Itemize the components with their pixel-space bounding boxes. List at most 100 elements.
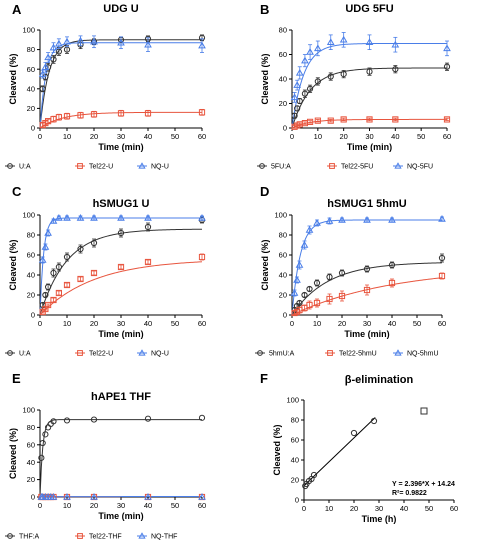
x-tick-label: 0 <box>290 319 294 328</box>
legend-label: U:A <box>19 351 31 358</box>
x-tick-label: 60 <box>443 132 451 141</box>
x-tick-label: 60 <box>450 504 458 513</box>
data-point <box>294 105 301 112</box>
x-axis-title: Time (min) <box>344 329 389 339</box>
y-axis-title: Cleaved (%) <box>260 239 270 290</box>
data-point <box>313 279 321 287</box>
data-point <box>39 85 46 92</box>
data-point <box>63 281 71 289</box>
legend-label: U:A <box>19 164 31 171</box>
legend-label: Tel22-THF <box>89 534 122 541</box>
data-point <box>77 112 84 119</box>
x-axis-title: Time (h) <box>362 514 397 524</box>
data-point <box>55 289 62 297</box>
legend-marker <box>138 162 146 169</box>
legend: U:A Tel22-U NQ-U <box>5 162 169 171</box>
y-tick-label: 0 <box>283 311 287 320</box>
data-point <box>117 38 125 46</box>
data-point <box>144 223 152 231</box>
data-point <box>314 117 321 124</box>
panel-title: hSMUG1 5hmU <box>327 198 407 210</box>
data-point <box>198 253 206 261</box>
data-point <box>50 418 57 425</box>
data-point <box>388 261 396 269</box>
data-point <box>63 417 71 424</box>
x-tick-label: 10 <box>313 319 321 328</box>
x-tick-label: 0 <box>38 501 42 510</box>
x-tick-label: 30 <box>363 319 371 328</box>
legend-marker <box>394 162 402 169</box>
panel-a: A UDG U 0 20 40 60 80 100 0 10 20 30 40 50 60 Time (min… <box>5 2 206 171</box>
data-point <box>55 39 63 47</box>
data-point <box>42 291 49 299</box>
x-tick-label: 20 <box>339 132 347 141</box>
y-axis-title: Cleaved (%) <box>8 53 18 104</box>
x-tick-label: 20 <box>90 501 98 510</box>
legend: THF:A Tel22-THF NQ-THF <box>5 532 177 541</box>
legend-label: Tel22-5FU <box>341 164 373 171</box>
data-point <box>144 415 152 422</box>
panel-title: UDG U <box>103 3 139 15</box>
y-tick-label: 40 <box>27 84 35 93</box>
data-point <box>55 114 62 121</box>
data-point <box>50 269 57 277</box>
x-tick-label: 50 <box>171 319 179 328</box>
data-point <box>90 493 98 500</box>
y-tick-label: 60 <box>279 50 287 59</box>
data-point <box>301 291 308 299</box>
x-tick-label: 60 <box>438 319 446 328</box>
data-point <box>293 81 302 88</box>
y-tick-label: 100 <box>22 26 35 35</box>
x-tick-label: 50 <box>425 504 433 513</box>
legend-label: 5FU:A <box>271 164 291 171</box>
x-tick-label: 10 <box>314 132 322 141</box>
y-tick-label: 0 <box>295 496 299 505</box>
data-point <box>388 216 396 223</box>
data-point <box>306 85 314 92</box>
data-point <box>144 40 152 48</box>
panel-letter: C <box>12 184 22 199</box>
y-tick-label: 60 <box>27 440 35 449</box>
x-tick-label: 50 <box>171 132 179 141</box>
data-point <box>198 41 206 49</box>
data-point <box>198 493 206 500</box>
regression-r2: R²= 0.9822 <box>392 490 427 497</box>
data-point <box>392 66 399 73</box>
data-point <box>370 417 378 425</box>
y-tick-label: 80 <box>279 231 287 240</box>
x-tick-label: 0 <box>290 132 294 141</box>
legend-label: 5hmU:A <box>269 351 295 358</box>
data-point <box>76 36 85 44</box>
y-tick-label: 20 <box>279 291 287 300</box>
data-point <box>443 44 451 52</box>
x-tick-label: 50 <box>417 132 425 141</box>
legend-marker <box>394 349 402 356</box>
x-axis-title: Time (min) <box>347 142 392 152</box>
regression-line <box>303 417 376 487</box>
data-point <box>326 295 333 303</box>
legend-marker <box>7 163 13 169</box>
data-point <box>198 109 206 116</box>
data-point <box>438 215 446 222</box>
x-tick-label: 30 <box>117 132 125 141</box>
panel-letter: F <box>260 371 268 386</box>
x-tick-label: 20 <box>338 319 346 328</box>
data-point <box>144 493 152 500</box>
data-point <box>313 299 321 307</box>
legend-label: NQ-5FU <box>407 164 433 171</box>
data-point <box>45 301 52 309</box>
data-point <box>63 493 71 500</box>
y-tick-label: 20 <box>27 104 35 113</box>
y-tick-label: 0 <box>31 311 35 320</box>
data-point <box>338 216 346 223</box>
data-point <box>388 279 396 287</box>
data-point <box>366 116 373 123</box>
x-tick-label: 60 <box>198 501 206 510</box>
data-point <box>314 78 321 85</box>
x-tick-label: 30 <box>117 319 125 328</box>
data-point <box>38 454 45 461</box>
legend: 5FU:A Tel22-5FU NQ-5FU <box>257 162 433 171</box>
data-point <box>291 112 298 119</box>
data-point <box>306 118 314 125</box>
